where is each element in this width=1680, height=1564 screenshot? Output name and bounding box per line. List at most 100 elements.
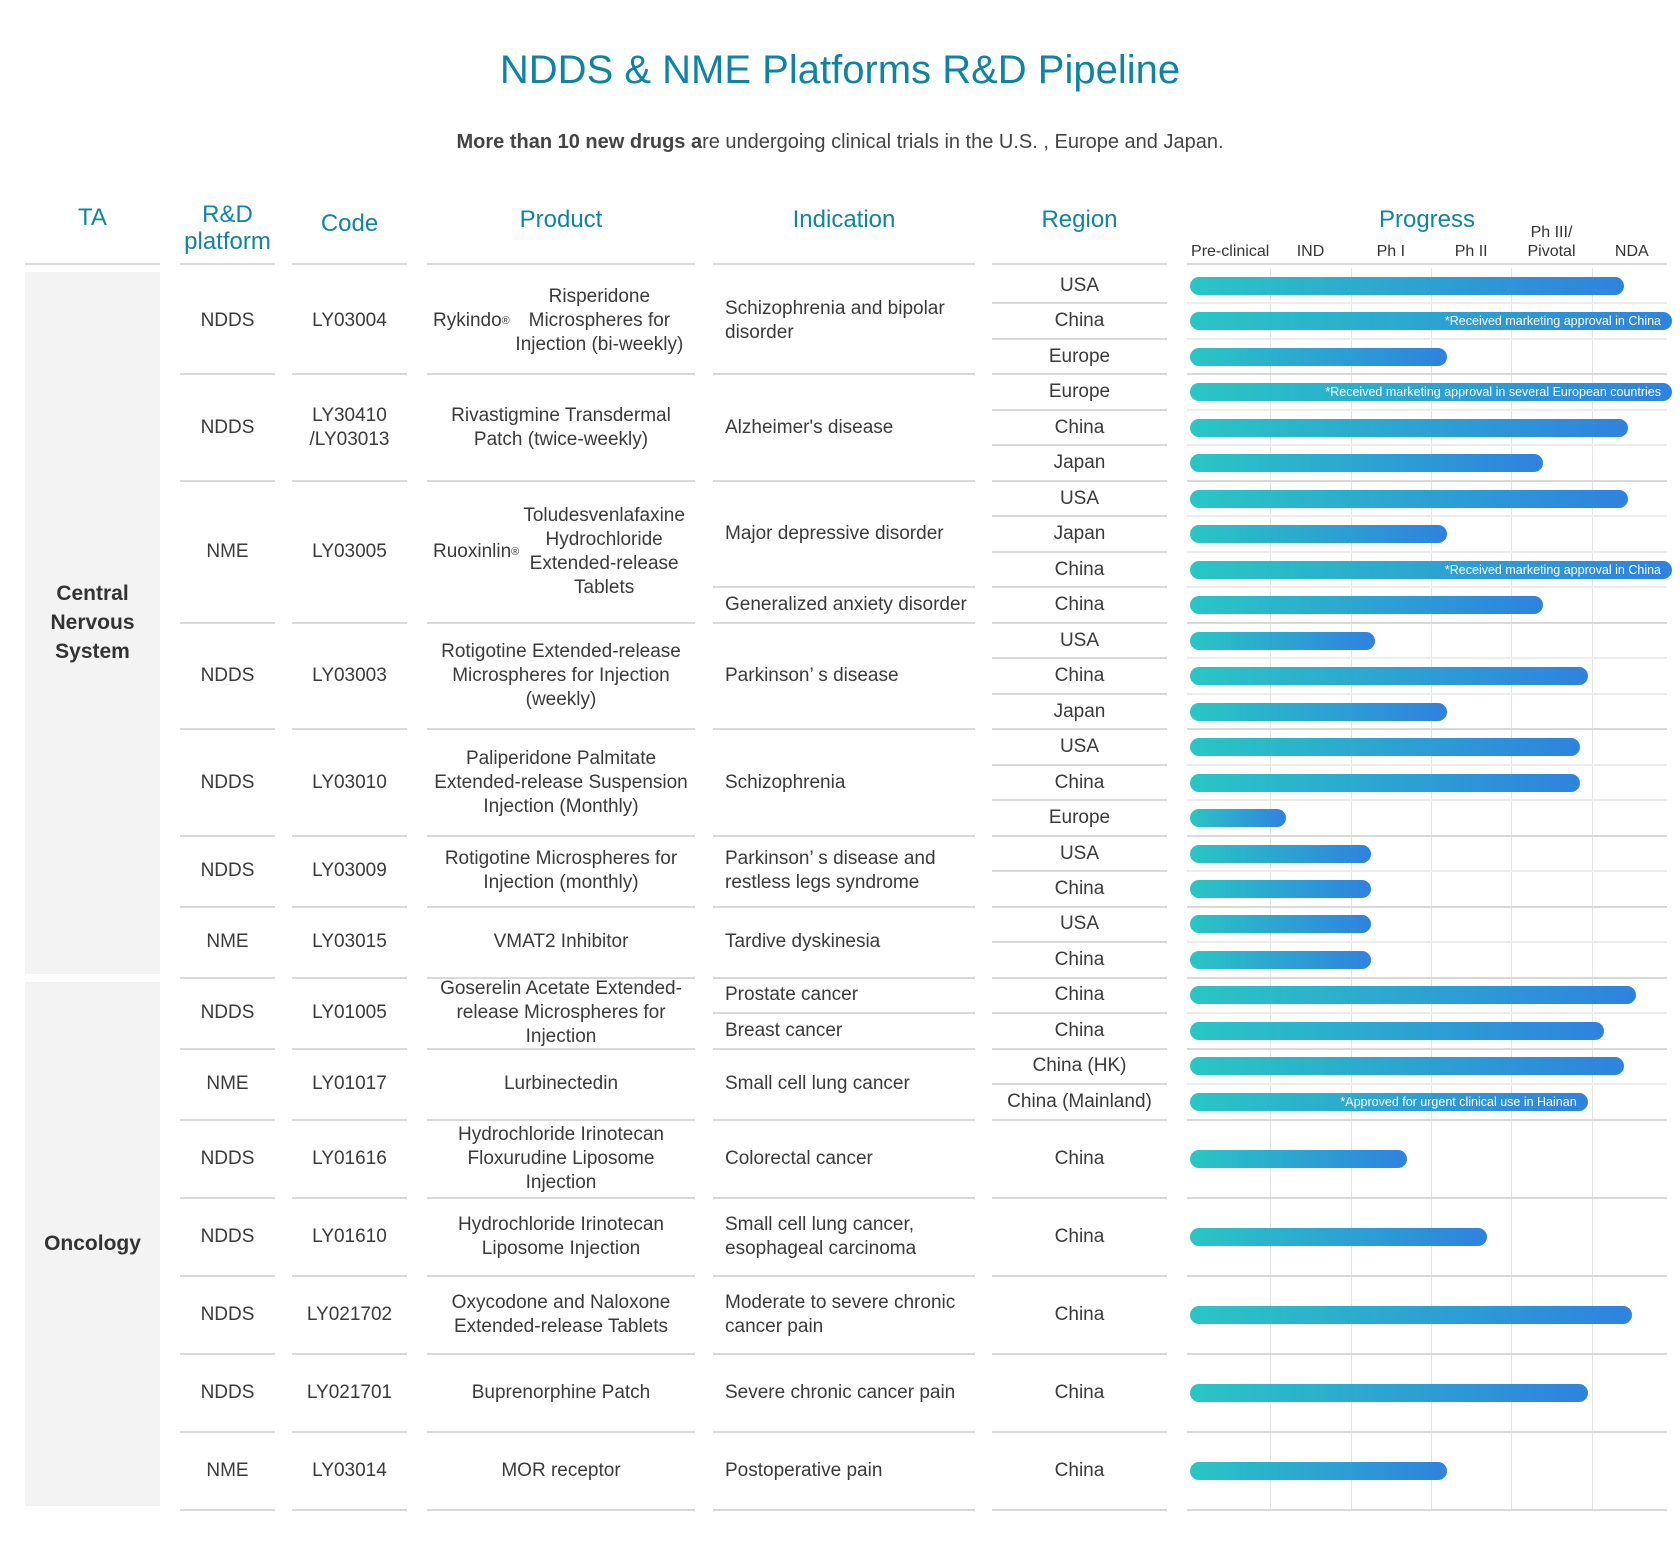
header-underline-0 <box>25 263 160 265</box>
indication-cell: Generalized anxiety disorder <box>725 594 967 616</box>
row-divider-product <box>427 1274 695 1277</box>
row-divider-code <box>292 373 407 376</box>
region-divider <box>992 515 1167 518</box>
ta-box-0: Central Nervous System <box>25 272 160 974</box>
indication-cell: Major depressive disorder <box>725 523 944 545</box>
progress-divider <box>1187 515 1667 518</box>
indication-cell: Schizophrenia and bipolar disorder <box>725 298 945 344</box>
indication-cell: Colorectal cancer <box>725 1147 873 1169</box>
platform-cell: NDDS <box>200 771 255 793</box>
code-cell: LY30410/LY03013 <box>309 404 390 450</box>
row-divider-indication <box>713 976 975 979</box>
row-divider-region <box>992 905 1167 908</box>
region-cell: China (Mainland) <box>1007 1090 1152 1112</box>
progress-bar <box>1190 631 1375 650</box>
row-divider-platform <box>180 976 275 979</box>
code-cell: LY03015 <box>312 931 387 953</box>
progress-divider <box>1187 444 1667 447</box>
indication-cell: Alzheimer's disease <box>725 416 894 438</box>
row-divider-indication <box>713 479 975 482</box>
row-divider-region <box>992 373 1167 376</box>
row-divider-region <box>992 728 1167 731</box>
row-divider-platform <box>180 1118 275 1121</box>
region-cell: China <box>1054 310 1105 332</box>
row-divider-region <box>992 1274 1167 1277</box>
indication-divider <box>713 586 975 589</box>
row-divider-product <box>427 1047 695 1050</box>
row-divider-product <box>427 905 695 908</box>
row-divider-product <box>427 479 695 482</box>
code-cell: LY021701 <box>306 1381 393 1403</box>
indication-cell: Severe chronic cancer pain <box>725 1381 956 1403</box>
row-divider-code <box>292 1509 407 1511</box>
platform-cell: NDDS <box>200 1002 255 1024</box>
row-divider-indication <box>713 834 975 837</box>
region-cell: China <box>1054 1381 1105 1403</box>
region-cell: China <box>1054 771 1105 793</box>
indication-cell: Breast cancer <box>725 1019 843 1041</box>
row-divider-product <box>427 976 695 979</box>
code-cell: LY021702 <box>306 1303 393 1325</box>
row-divider-indication <box>713 1047 975 1050</box>
product-cell: Rotigotine Microspheres for Injection (m… <box>444 848 678 894</box>
product-cell: Buprenorphine Patch <box>471 1381 651 1403</box>
platform-cell: NDDS <box>200 310 255 332</box>
code-cell: LY01616 <box>312 1147 387 1169</box>
region-cell: USA <box>1059 487 1100 509</box>
progress-bar <box>1190 880 1371 898</box>
stage-label-0: Pre-clinical <box>1191 243 1270 260</box>
indication-cell: Postoperative pain <box>725 1459 883 1481</box>
row-divider-platform <box>180 621 275 624</box>
progress-divider <box>1187 1083 1667 1086</box>
product-cell: Paliperidone Palmitate Extended-release … <box>434 747 688 817</box>
code-cell: LY03004 <box>312 310 387 332</box>
region-divider <box>992 870 1167 873</box>
indication-cell: Small cell lung cancer <box>725 1073 910 1095</box>
progress-bar: *Received marketing approval in several … <box>1190 383 1672 402</box>
platform-cell: NME <box>206 1459 249 1481</box>
region-cell: China <box>1054 984 1105 1006</box>
header-code: Code <box>320 210 379 237</box>
row-divider-code <box>292 905 407 908</box>
product-cell: MOR receptor <box>501 1459 621 1481</box>
progress-divider <box>1187 870 1667 873</box>
product-cell: Rivastigmine Transdermal Patch (twice-we… <box>451 404 671 450</box>
region-cell: China <box>1054 948 1105 970</box>
progress-divider <box>1187 302 1667 305</box>
progress-bar <box>1190 1057 1624 1076</box>
progress-bar <box>1190 773 1580 792</box>
region-divider <box>992 763 1167 766</box>
platform-cell: NDDS <box>200 860 255 882</box>
progress-divider <box>1187 1012 1667 1015</box>
region-divider <box>992 444 1167 447</box>
code-cell: LY03010 <box>312 771 387 793</box>
header-region: Region <box>1041 206 1118 233</box>
region-cell: Japan <box>1053 523 1106 545</box>
region-cell: Japan <box>1053 452 1106 474</box>
product-cell: Hydrochloride Irinotecan Floxurudine Lip… <box>458 1123 664 1193</box>
row-divider-progress <box>1187 1430 1667 1433</box>
header-underline-2 <box>292 263 407 265</box>
progress-bar <box>1190 1149 1407 1168</box>
indication-cell: Moderate to severe chronic cancer pain <box>725 1291 956 1337</box>
row-divider-code <box>292 728 407 731</box>
region-cell: USA <box>1059 629 1100 651</box>
code-cell: LY01017 <box>312 1073 387 1095</box>
code-cell: LY03003 <box>312 665 387 687</box>
region-cell: China (HK) <box>1032 1055 1127 1077</box>
row-divider-indication <box>713 1352 975 1355</box>
row-divider-code <box>292 1352 407 1355</box>
row-divider-code <box>292 1274 407 1277</box>
code-cell: LY03005 <box>312 540 387 562</box>
product-cell: Oxycodone and Naloxone Extended-release … <box>451 1291 671 1337</box>
row-divider-product <box>427 373 695 376</box>
row-divider-code <box>292 479 407 482</box>
indication-cell: Small cell lung cancer, esophageal carci… <box>725 1213 917 1259</box>
progress-divider <box>1187 337 1667 340</box>
row-divider-product <box>427 1352 695 1355</box>
row-divider-platform <box>180 905 275 908</box>
region-cell: China <box>1054 594 1105 616</box>
row-divider-code <box>292 1196 407 1199</box>
progress-bar <box>1190 1383 1588 1402</box>
